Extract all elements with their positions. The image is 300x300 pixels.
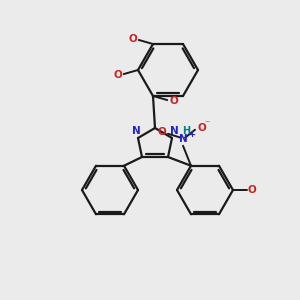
Text: O: O xyxy=(248,185,257,195)
Text: +: + xyxy=(188,130,195,139)
Text: O: O xyxy=(197,123,206,133)
Text: N: N xyxy=(169,126,178,136)
Text: O: O xyxy=(157,127,166,137)
Text: H: H xyxy=(182,126,190,136)
Text: O: O xyxy=(169,96,178,106)
Text: N: N xyxy=(132,126,140,136)
Text: N: N xyxy=(178,134,188,144)
Text: O: O xyxy=(128,34,137,44)
Text: O: O xyxy=(113,70,122,80)
Text: ⁻: ⁻ xyxy=(204,119,209,129)
